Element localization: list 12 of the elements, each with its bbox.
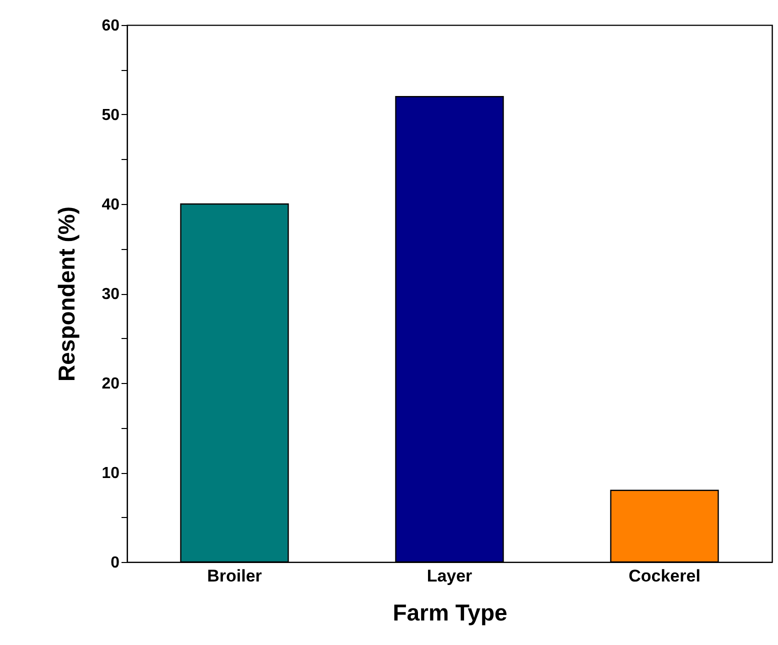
x-tick-label: Cockerel bbox=[628, 566, 700, 586]
x-tick-label: Broiler bbox=[207, 566, 262, 586]
y-tick-label: 50 bbox=[102, 107, 120, 124]
y-tick-label: 0 bbox=[110, 554, 120, 572]
y-axis-title: Respondent (%) bbox=[54, 206, 80, 382]
y-tick-label: 20 bbox=[102, 376, 120, 392]
y-tick-label: 40 bbox=[102, 196, 120, 214]
y-tick-label: 60 bbox=[102, 18, 120, 34]
y-tick-label: 10 bbox=[102, 465, 120, 482]
x-axis-title: Farm Type bbox=[392, 600, 508, 626]
x-tick-label: Layer bbox=[426, 566, 473, 586]
y-tick-label: 30 bbox=[102, 286, 120, 303]
